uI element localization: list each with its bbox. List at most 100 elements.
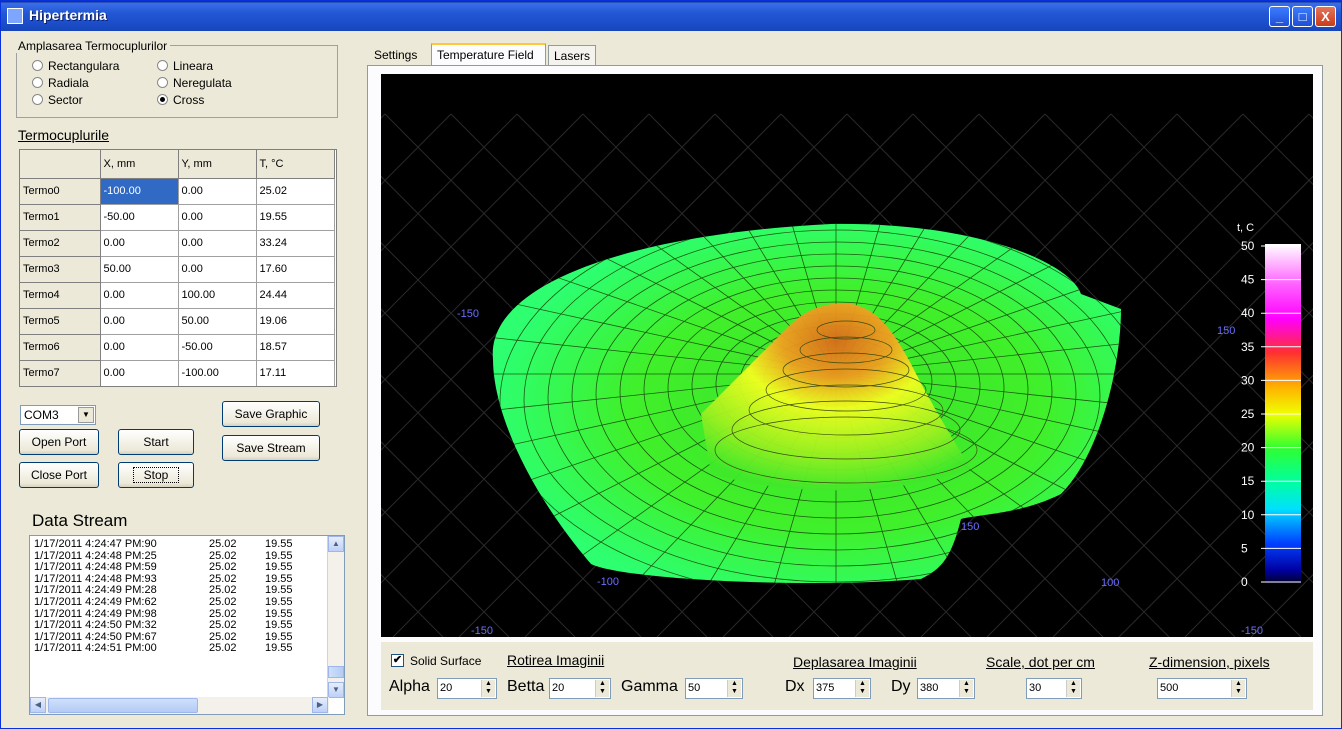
grid-cell[interactable]: 17.11 xyxy=(256,360,335,386)
list-item[interactable]: 1/17/2011 4:24:50 PM:32 25.02 19.55 xyxy=(34,619,293,632)
com-port-select[interactable]: COM3 ▼ xyxy=(20,405,96,425)
table-row[interactable]: Termo2 0.00 0.00 33.24 xyxy=(20,230,335,257)
radio-sector[interactable]: Sector xyxy=(32,93,83,107)
radio-dot-icon xyxy=(32,60,43,71)
list-item[interactable]: 1/17/2011 4:24:49 PM:98 25.02 19.55 xyxy=(34,607,293,620)
grid-cell[interactable]: 50.00 xyxy=(100,256,179,283)
table-row[interactable]: Termo5 0.00 50.00 19.06 xyxy=(20,308,335,335)
radio-radiala[interactable]: Radiala xyxy=(32,76,89,90)
list-item[interactable]: 1/17/2011 4:24:49 PM:28 25.02 19.55 xyxy=(34,584,293,597)
betta-spinner[interactable]: 20 ▲ ▼ xyxy=(549,678,611,699)
grid-cell[interactable]: 17.60 xyxy=(256,256,335,283)
tab-lasers[interactable]: Lasers xyxy=(548,45,596,65)
table-row[interactable]: Termo4 0.00 100.00 24.44 xyxy=(20,282,335,309)
radio-rectangulara[interactable]: Rectangulara xyxy=(32,59,119,73)
vertical-scroll-thumb[interactable] xyxy=(328,666,344,678)
table-row[interactable]: Termo0 -100.00 0.00 25.02 xyxy=(20,178,335,205)
grid-cell[interactable]: 0.00 xyxy=(100,230,179,257)
close-button[interactable]: X xyxy=(1315,6,1336,27)
dy-spinner[interactable]: 380 ▲ ▼ xyxy=(917,678,975,699)
colorbar-title: t, C xyxy=(1237,222,1254,234)
view-controls: ✔ Solid Surface Rotirea Imaginii Alpha 2… xyxy=(381,642,1313,710)
horizontal-scroll-thumb[interactable] xyxy=(48,698,198,713)
scale-spinner[interactable]: 30 ▲ ▼ xyxy=(1026,678,1082,699)
grid-cell[interactable]: 18.57 xyxy=(256,334,335,361)
list-item[interactable]: 1/17/2011 4:24:48 PM:59 25.02 19.55 xyxy=(34,561,293,574)
z-dimension-title: Z-dimension, pixels xyxy=(1149,654,1270,670)
data-stream-list[interactable]: 1/17/2011 4:24:47 PM:90 25.02 19.55 1/17/20… xyxy=(29,535,345,715)
grid-cell[interactable]: 19.55 xyxy=(256,204,335,231)
table-row[interactable]: Termo1 -50.00 0.00 19.55 xyxy=(20,204,335,231)
scroll-left-icon[interactable]: ◀ xyxy=(30,697,46,713)
open-port-button[interactable]: Open Port xyxy=(19,429,99,455)
dx-spinner[interactable]: 375 ▲ ▼ xyxy=(813,678,871,699)
grid-cell[interactable]: 100.00 xyxy=(178,282,257,309)
axis-label: -150 xyxy=(471,625,493,637)
thermocouple-grid[interactable]: X, mm Y, mm T, °C Termo0 -100.00 0.00 25.02… xyxy=(19,149,337,387)
spin-arrows-icon[interactable]: ▲ ▼ xyxy=(959,680,973,697)
list-item[interactable]: 1/17/2011 4:24:51 PM:00 25.02 19.55 xyxy=(34,642,293,655)
temperature-field-plot[interactable]: -150 150 -150 150 -100 100 -150 t, C 50 4… xyxy=(381,74,1313,637)
save-stream-button[interactable]: Save Stream xyxy=(222,435,320,461)
grid-cell[interactable]: 0.00 xyxy=(100,334,179,361)
horizontal-scrollbar[interactable]: ◀ ▶ xyxy=(30,697,329,714)
data-stream-title: Data Stream xyxy=(32,511,128,530)
radio-neregulata[interactable]: Neregulata xyxy=(157,76,232,90)
grid-cell[interactable]: 50.00 xyxy=(178,308,257,335)
grid-cell[interactable]: 0.00 xyxy=(100,282,179,309)
spin-arrows-icon[interactable]: ▲ ▼ xyxy=(855,680,869,697)
grid-cell[interactable]: 25.02 xyxy=(256,178,335,205)
list-item[interactable]: 1/17/2011 4:24:49 PM:62 25.02 19.55 xyxy=(34,595,293,608)
list-item[interactable]: 1/17/2011 4:24:50 PM:67 25.02 19.55 xyxy=(34,630,293,643)
spin-arrows-icon[interactable]: ▲ ▼ xyxy=(595,680,609,697)
grid-cell[interactable]: 19.06 xyxy=(256,308,335,335)
grid-cell[interactable]: 24.44 xyxy=(256,282,335,309)
grid-cell[interactable]: 0.00 xyxy=(178,178,257,205)
scroll-right-icon[interactable]: ▶ xyxy=(312,697,328,713)
colorbar-tick-label: 45 xyxy=(1241,273,1255,287)
table-row[interactable]: Termo3 50.00 0.00 17.60 xyxy=(20,256,335,283)
z-dimension-spinner[interactable]: 500 ▲ ▼ xyxy=(1157,678,1247,699)
grid-cell[interactable]: 0.00 xyxy=(178,256,257,283)
table-row[interactable]: Termo6 0.00 -50.00 18.57 xyxy=(20,334,335,361)
maximize-button[interactable]: □ xyxy=(1292,6,1313,27)
grid-cell[interactable]: -100.00 xyxy=(100,178,179,205)
spin-arrows-icon[interactable]: ▲ ▼ xyxy=(727,680,741,697)
grid-cell[interactable]: 0.00 xyxy=(178,204,257,231)
gamma-spinner[interactable]: 50 ▲ ▼ xyxy=(685,678,743,699)
grid-cell[interactable]: -50.00 xyxy=(178,334,257,361)
close-port-button[interactable]: Close Port xyxy=(19,462,99,488)
radio-cross[interactable]: Cross xyxy=(157,93,204,107)
scroll-up-icon[interactable]: ▲ xyxy=(328,536,344,552)
minimize-button[interactable]: _ xyxy=(1269,6,1290,27)
solid-surface-checkbox[interactable]: ✔ xyxy=(391,654,404,667)
radio-lineara[interactable]: Lineara xyxy=(157,59,213,73)
vertical-scrollbar[interactable]: ▲ ▼ xyxy=(327,536,344,698)
table-row[interactable]: Termo7 0.00 -100.00 17.11 xyxy=(20,360,335,386)
alpha-spinner[interactable]: 20 ▲ ▼ xyxy=(437,678,497,699)
grid-row-header: Termo0 xyxy=(20,178,101,205)
grid-cell[interactable]: 0.00 xyxy=(100,360,179,386)
spin-arrows-icon[interactable]: ▲ ▼ xyxy=(1231,680,1245,697)
grid-cell[interactable]: 0.00 xyxy=(100,308,179,335)
grid-cell[interactable]: -100.00 xyxy=(178,360,257,386)
list-item[interactable]: 1/17/2011 4:24:47 PM:90 25.02 19.55 xyxy=(34,538,293,550)
grid-cell[interactable]: 0.00 xyxy=(178,230,257,257)
list-item[interactable]: 1/17/2011 4:24:48 PM:93 25.02 19.55 xyxy=(34,572,293,585)
list-item[interactable]: 1/17/2011 4:24:48 PM:25 25.02 19.55 xyxy=(34,549,293,562)
start-button[interactable]: Start xyxy=(118,429,194,455)
grid-row-header: Termo6 xyxy=(20,334,101,361)
save-graphic-button[interactable]: Save Graphic xyxy=(222,401,320,427)
grid-cell[interactable]: -50.00 xyxy=(100,204,179,231)
title-bar[interactable]: Hipertermia _ □ X xyxy=(1,1,1341,31)
tab-settings[interactable]: Settings xyxy=(374,48,418,62)
tab-temperature-field[interactable]: Temperature Field xyxy=(431,43,546,65)
spin-arrows-icon[interactable]: ▲ ▼ xyxy=(1066,680,1080,697)
scroll-down-icon[interactable]: ▼ xyxy=(328,682,344,698)
spin-arrows-icon[interactable]: ▲ ▼ xyxy=(481,680,495,697)
grid-header-x: X, mm xyxy=(100,150,179,179)
stop-button[interactable]: Stop xyxy=(118,462,194,488)
grid-cell[interactable]: 33.24 xyxy=(256,230,335,257)
chevron-down-icon[interactable]: ▼ xyxy=(78,407,94,423)
